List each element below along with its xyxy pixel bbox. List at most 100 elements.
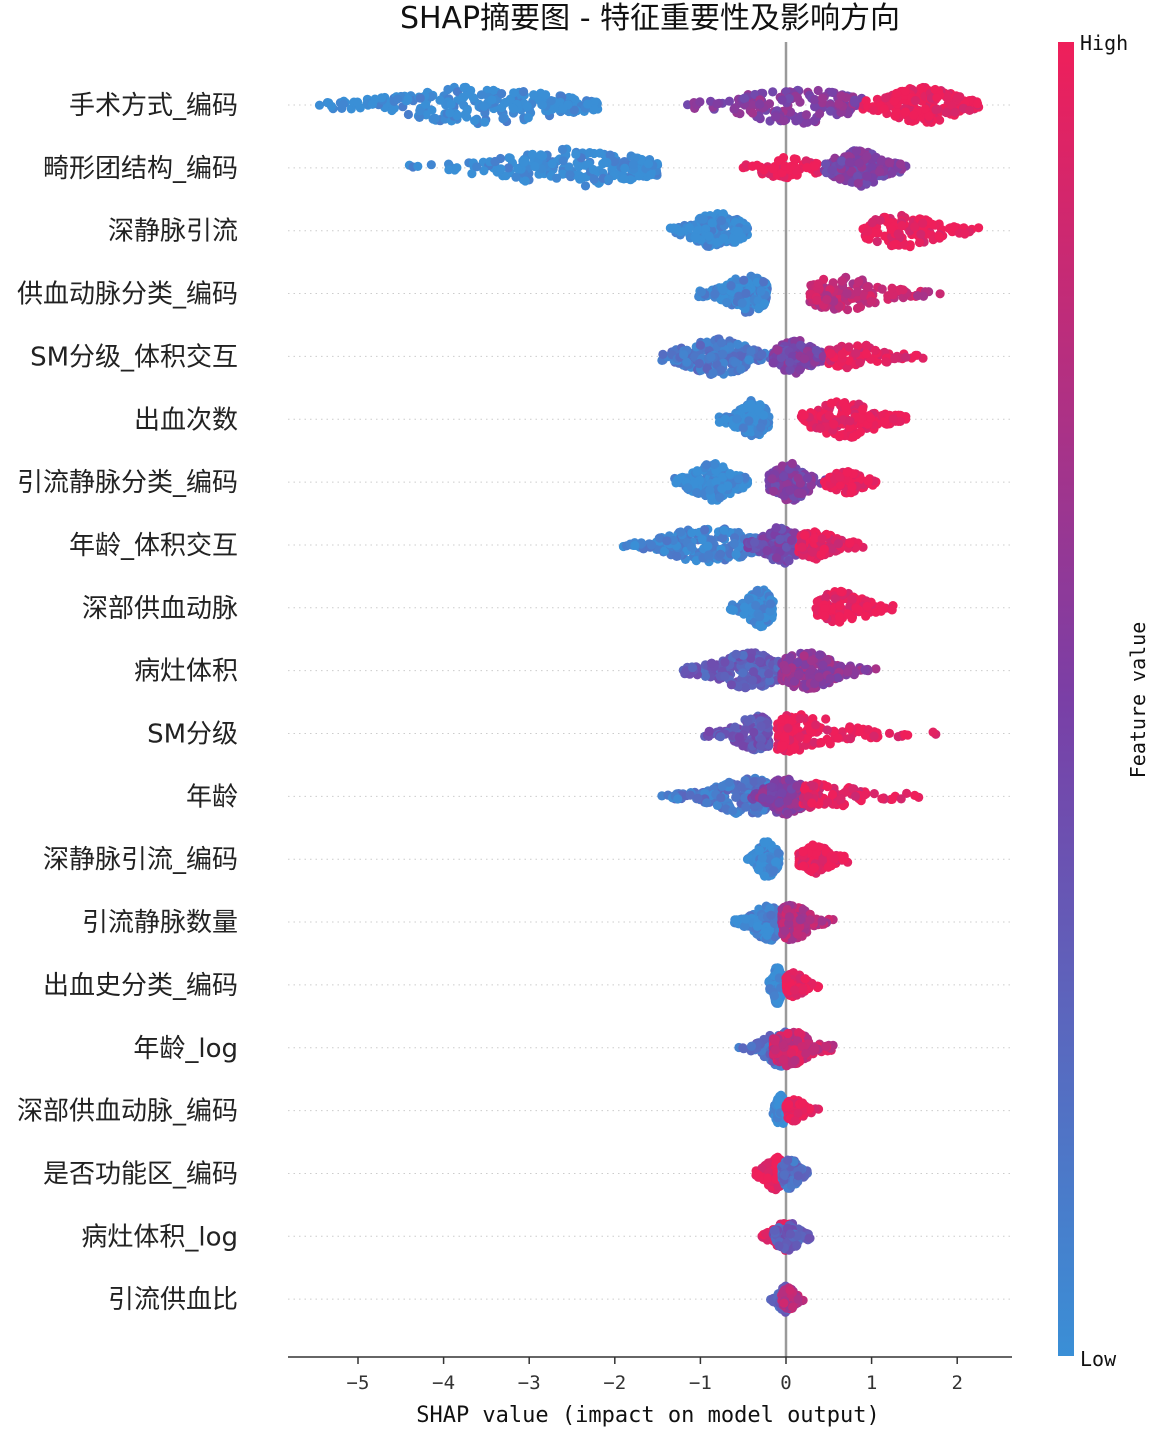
data-point [766,599,776,609]
data-point [834,431,845,441]
data-point [779,471,789,482]
data-point [918,218,928,228]
data-point [845,538,855,548]
data-point [692,466,702,476]
data-point [877,284,887,294]
data-point [704,231,714,241]
data-point [845,734,856,744]
data-point [367,99,378,109]
data-point [769,486,779,496]
data-point [547,159,557,169]
data-point [739,602,750,612]
data-point [828,789,838,800]
data-point [833,733,843,743]
data-point [807,547,818,557]
data-point [815,423,825,433]
feature-label: 年龄_体积交互 [69,531,238,561]
data-point [934,231,944,241]
data-point [415,93,425,103]
data-point [736,364,746,374]
data-point [887,794,897,805]
data-point [741,802,751,812]
data-point [836,586,846,597]
data-point [718,462,728,472]
data-point [738,423,748,433]
data-point [726,281,736,291]
data-point [695,97,705,107]
data-point [452,163,462,173]
data-point [920,104,930,114]
data-point [732,414,742,424]
data-point [928,727,938,737]
data-point [888,414,898,424]
data-point [569,105,580,115]
data-point [426,92,436,102]
data-point [778,741,789,751]
data-point [786,161,796,172]
data-point [752,160,762,170]
data-point [728,806,738,816]
data-point [339,99,349,109]
data-point [458,92,468,102]
data-point [758,793,768,803]
data-point [687,528,697,538]
data-point [887,605,897,615]
chart-title: SHAP摘要图 - 特征重要性及影响方向 [400,1,900,36]
data-point [756,286,766,296]
data-point [733,226,744,237]
data-point [693,793,703,804]
feature-label: 是否功能区_编码 [43,1159,238,1189]
data-point [774,798,784,808]
data-point [722,298,732,308]
data-point [773,345,783,355]
data-point [837,276,847,286]
data-point [716,338,727,348]
data-point [771,553,782,563]
data-point [314,100,325,110]
data-point [910,222,920,232]
data-point [950,107,960,117]
data-point [756,721,766,731]
data-point [738,668,748,678]
data-point [522,101,532,111]
data-point [892,88,902,98]
data-point [821,714,831,724]
data-point [728,605,739,615]
data-point [817,93,828,103]
data-point [755,612,765,622]
data-point [850,791,861,802]
data-point [847,594,857,605]
data-point [392,94,403,104]
data-point [789,154,799,164]
data-point [744,355,754,365]
data-point [413,161,423,171]
feature-label: 供血动脉分类_编码 [17,280,238,310]
data-point [949,222,959,232]
data-point [461,82,471,92]
data-point [604,174,614,184]
data-point [557,144,568,155]
data-point [768,358,778,368]
data-point [694,358,704,369]
data-point [795,365,805,375]
data-point [861,349,871,359]
data-point [866,296,877,306]
data-point [497,103,507,113]
data-point [836,794,846,804]
data-point [801,156,811,166]
data-point [871,664,881,674]
data-point [869,731,879,741]
data-point [855,358,865,368]
data-point [787,458,797,469]
data-point [854,277,864,287]
data-point [861,340,871,350]
data-point [816,550,826,560]
data-point [476,90,486,100]
data-point [715,549,726,559]
data-point [571,149,581,159]
data-point [910,96,921,106]
data-point [775,534,785,545]
data-point [813,279,824,289]
data-point [750,537,760,548]
data-point [821,159,831,169]
